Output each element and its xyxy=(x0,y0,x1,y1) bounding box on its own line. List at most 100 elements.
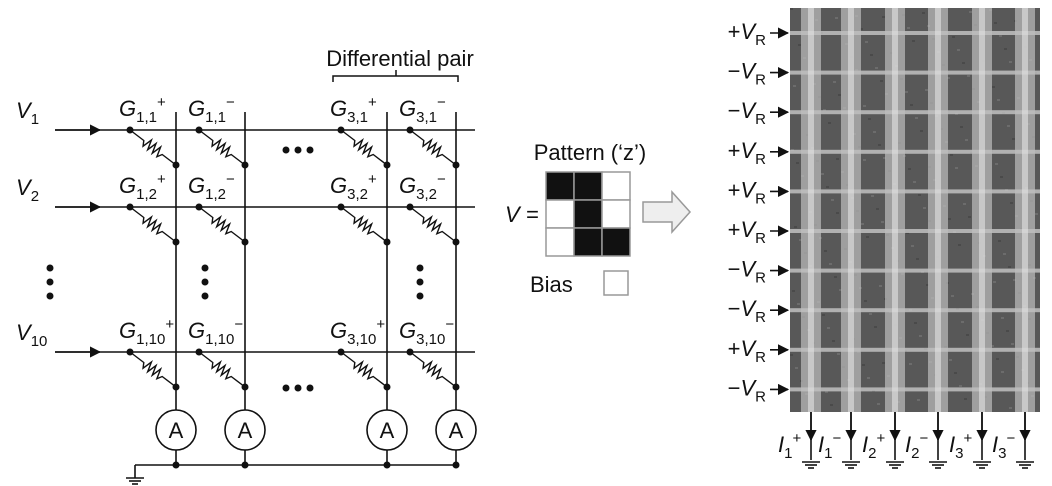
conductance-label-part: G xyxy=(330,318,347,343)
texture xyxy=(950,154,953,156)
row-voltage: V1 xyxy=(16,98,39,128)
texture xyxy=(829,263,832,265)
texture xyxy=(865,41,868,43)
row-electrode xyxy=(790,71,1040,75)
column-core xyxy=(892,8,898,412)
texture xyxy=(997,99,1000,101)
conductance-label: G1,2− xyxy=(188,171,235,203)
texture xyxy=(999,35,1002,37)
pair-bracket xyxy=(333,70,458,82)
texture xyxy=(952,36,955,38)
row-voltage-part: 1 xyxy=(31,111,39,128)
conductance-label-part: G xyxy=(119,318,136,343)
row-voltage-part: + xyxy=(728,19,741,44)
conductance-label-part: − xyxy=(437,94,446,111)
texture xyxy=(869,313,872,315)
texture xyxy=(874,326,877,328)
output-current: I3− xyxy=(992,430,1015,462)
texture xyxy=(868,118,871,120)
texture xyxy=(881,221,884,223)
output-current-part: + xyxy=(963,430,972,447)
column-core xyxy=(808,8,814,412)
conductance-label-part: 3,2 xyxy=(347,186,368,203)
row-voltage: +VR xyxy=(728,138,767,168)
ellipsis-dot xyxy=(307,147,314,154)
output-current-part: + xyxy=(876,430,885,447)
texture xyxy=(838,94,841,96)
ellipsis-dot xyxy=(307,385,314,392)
ellipsis-dot xyxy=(295,147,302,154)
row-voltage-part: − xyxy=(728,59,741,84)
texture xyxy=(836,158,839,160)
texture xyxy=(1009,407,1012,409)
texture xyxy=(967,75,970,77)
texture xyxy=(1010,202,1013,204)
conductance-label-part: 3,10 xyxy=(347,331,376,348)
transform-arrow xyxy=(643,192,690,232)
texture xyxy=(867,377,870,379)
output-current: I1− xyxy=(818,430,841,462)
texture xyxy=(793,85,796,87)
texture xyxy=(1009,61,1012,63)
conductance-label-part: G xyxy=(399,173,416,198)
texture xyxy=(955,167,958,169)
node-dot xyxy=(407,204,414,211)
output-current-part: − xyxy=(1006,430,1015,447)
texture xyxy=(1001,371,1004,373)
ellipsis-dot xyxy=(202,265,209,272)
output-current-part: 2 xyxy=(911,445,919,462)
resistor xyxy=(199,352,245,387)
texture xyxy=(965,139,968,141)
figure: Differential pair Pattern (‘z’) V = Bias… xyxy=(0,0,1052,486)
conductance-label-part: 3,10 xyxy=(416,331,445,348)
texture xyxy=(836,212,839,214)
conductance-label-part: G xyxy=(399,318,416,343)
texture xyxy=(882,16,885,18)
row-voltage-part: + xyxy=(728,336,741,361)
output-current: I1+ xyxy=(778,430,801,462)
output-current-part: 2 xyxy=(868,445,876,462)
conductance-label-part: G xyxy=(330,96,347,121)
texture xyxy=(1004,48,1007,50)
resistor xyxy=(341,207,387,242)
column-core xyxy=(979,8,985,412)
row-voltage-part: R xyxy=(755,270,766,287)
node-dot xyxy=(196,349,203,356)
conductance-label: G1,1+ xyxy=(119,94,166,126)
texture xyxy=(949,359,952,361)
texture xyxy=(828,122,831,124)
output-current-part: 3 xyxy=(955,445,963,462)
conductance-label-part: + xyxy=(376,316,385,333)
texture xyxy=(920,130,923,132)
texture xyxy=(792,290,795,292)
texture xyxy=(963,203,966,205)
resistor xyxy=(130,130,176,165)
texture xyxy=(994,22,997,24)
row-electrode xyxy=(790,189,1040,193)
node-dot xyxy=(407,349,414,356)
row-voltage: −VR xyxy=(728,296,767,326)
conductance-label: G3,1+ xyxy=(330,94,377,126)
output-current-part: − xyxy=(919,430,928,447)
row-voltage-part: − xyxy=(728,257,741,282)
texture xyxy=(796,162,799,164)
texture xyxy=(1011,343,1014,345)
row-voltage-part: R xyxy=(755,72,766,89)
texture xyxy=(905,91,908,93)
row-voltage: −VR xyxy=(728,59,767,89)
conductance-label: G1,2+ xyxy=(119,171,166,203)
column-core xyxy=(1022,8,1028,412)
texture xyxy=(861,223,864,225)
conductance-label: G3,2− xyxy=(399,171,446,203)
texture xyxy=(908,168,911,170)
texture xyxy=(966,334,969,336)
bias-label: Bias xyxy=(530,272,573,297)
texture xyxy=(957,49,960,51)
row-electrode xyxy=(790,269,1040,273)
resistor xyxy=(341,130,387,165)
conductance-label-part: G xyxy=(188,96,205,121)
ammeter-label: A xyxy=(380,418,395,443)
texture xyxy=(922,12,925,14)
texture xyxy=(915,117,918,119)
texture xyxy=(907,27,910,29)
